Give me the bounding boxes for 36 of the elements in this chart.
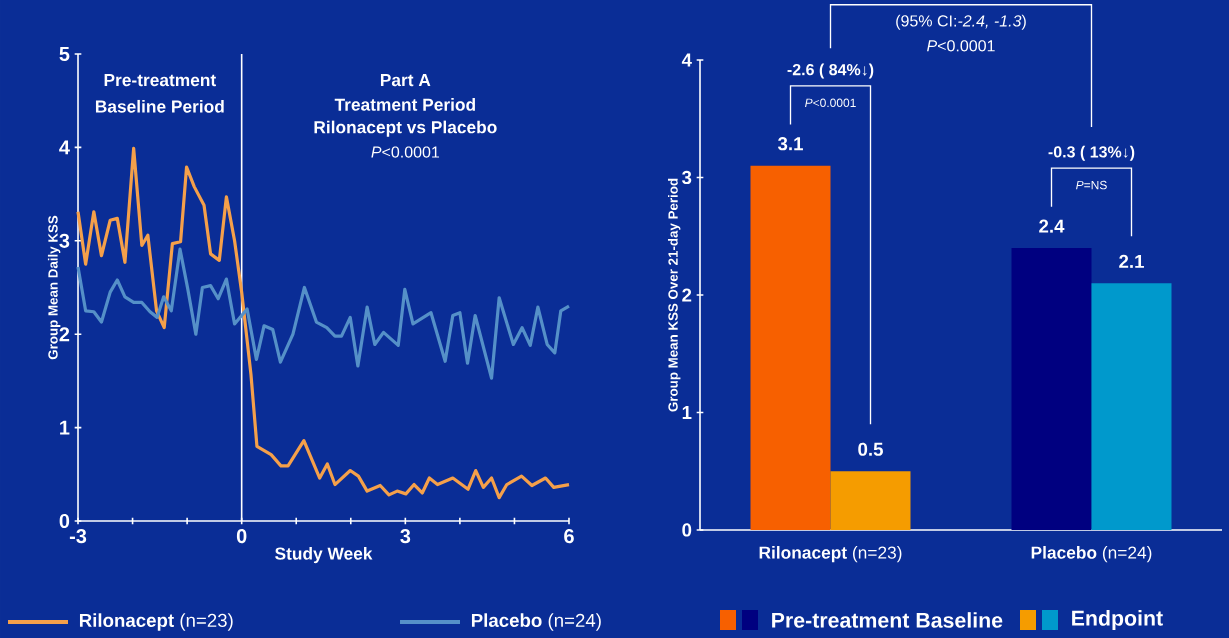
data-label: 2.1 xyxy=(1119,254,1144,268)
annotation: -0.3 ( 13%↓) xyxy=(1048,145,1135,161)
y-tick-label: 4 xyxy=(681,53,692,67)
text: (95% CI:-2.4, -1.3) xyxy=(896,14,1026,30)
x-tick-label: -3 xyxy=(69,529,87,544)
legend-label: Rilonacept (n=23) xyxy=(79,613,233,631)
x-axis-title: Study Week xyxy=(275,547,373,564)
legend-label: Pre-treatment Baseline xyxy=(772,612,1003,628)
annotation: P=NS xyxy=(1076,180,1107,190)
y-tick-label: 2 xyxy=(682,288,692,302)
annotation: P<0.0001 xyxy=(371,146,440,158)
x-tick-label: 0 xyxy=(236,529,247,544)
x-tick-label: 6 xyxy=(564,529,574,544)
annotation: -2.6 ( 84%↓) xyxy=(787,63,874,79)
x-tick-label: 3 xyxy=(400,529,411,544)
legend-label: Endpoint xyxy=(1072,610,1163,630)
y-tick-label: 1 xyxy=(682,406,692,419)
y-tick-label: 5 xyxy=(59,47,70,61)
data-label: 3.1 xyxy=(777,137,803,151)
data-label: 2.4 xyxy=(1039,219,1065,233)
annotation: Pre-treatment xyxy=(104,74,216,87)
y-tick-label: 4 xyxy=(59,140,70,155)
y-axis-title: Group Mean KSS Over 21-day Period xyxy=(668,178,681,412)
annotation: Baseline Period xyxy=(95,99,224,113)
y-tick-label: 2 xyxy=(59,327,70,342)
y-tick-label: 1 xyxy=(60,420,70,435)
y-tick-label: 3 xyxy=(59,233,70,248)
y-tick-label: 0 xyxy=(59,513,70,529)
annotation: Treatment Period xyxy=(334,98,475,111)
legend-label: Placebo (n=24) xyxy=(471,613,601,631)
data-label: 0.5 xyxy=(858,442,883,456)
annotation: Part A xyxy=(380,74,431,87)
annotation: P<0.0001 xyxy=(805,98,856,108)
text: P<0.0001 xyxy=(927,40,995,52)
y-tick-label: 3 xyxy=(682,170,692,185)
annotation: Rilonacept vs Placebo xyxy=(314,120,497,137)
